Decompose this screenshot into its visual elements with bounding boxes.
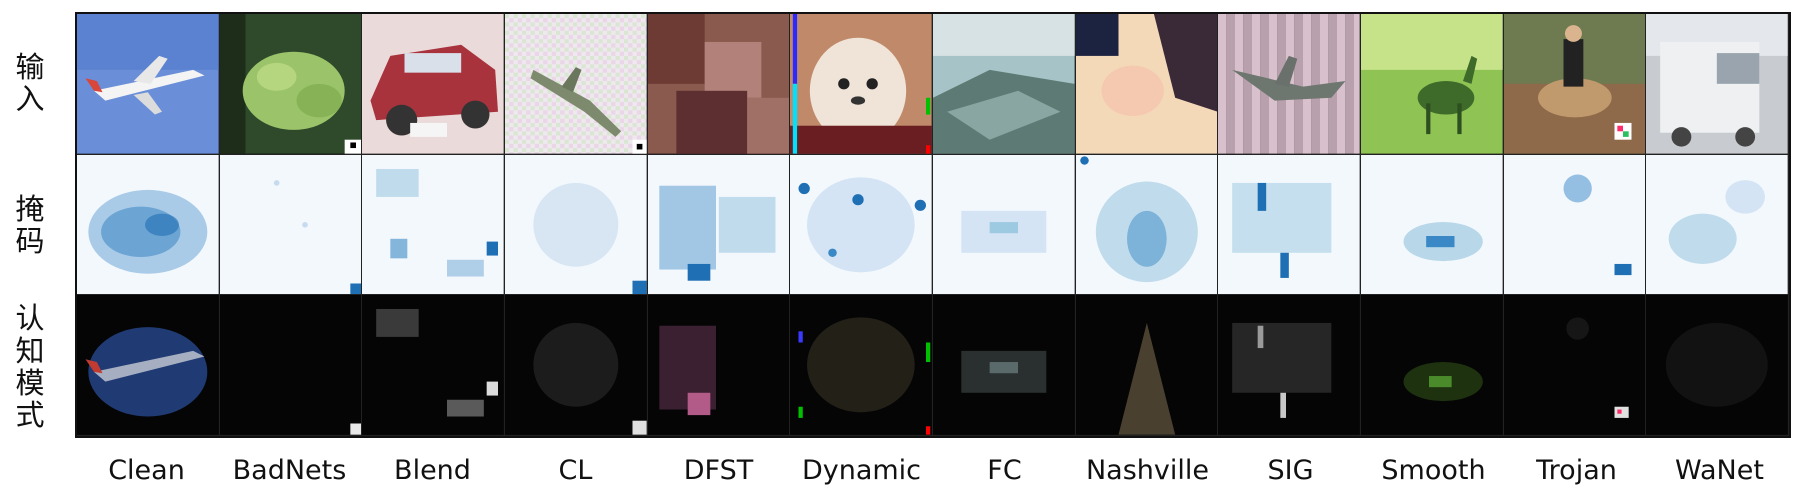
- col-label-clean: Clean: [108, 455, 185, 486]
- mask-fc: [933, 154, 1076, 296]
- row-label-cognitive-pattern: 认知模式: [8, 296, 52, 438]
- col-label-dfst: DFST: [683, 455, 754, 486]
- row-label-char: 模: [15, 366, 45, 400]
- col-label-trojan: Trojan: [1536, 455, 1617, 486]
- row-label-char: 输: [15, 49, 45, 84]
- column-labels: Clean BadNets Blend CL DFST Dynamic FC N…: [75, 455, 1791, 495]
- input-sig: [1218, 14, 1361, 155]
- cognitive-sig: [1218, 295, 1361, 436]
- row-label-char: 入: [15, 82, 45, 116]
- input-blend: [362, 14, 505, 155]
- input-clean: [77, 14, 220, 155]
- input-trojan: [1503, 14, 1647, 155]
- input-nashville: [1075, 14, 1219, 155]
- col-label-nashville: Nashville: [1085, 455, 1210, 486]
- input-smooth: [1361, 14, 1504, 155]
- input-dynamic: [790, 14, 933, 155]
- cognitive-fc: [933, 295, 1076, 436]
- cognitive-blend: [362, 295, 505, 436]
- row-label-mask: 掩码: [8, 154, 52, 296]
- row-label-char: 码: [15, 224, 45, 258]
- mask-trojan: [1503, 154, 1647, 296]
- input-fc: [933, 14, 1076, 155]
- col-label-blend: Blend: [394, 455, 471, 486]
- cognitive-dynamic: [790, 295, 933, 436]
- mask-badnets: [219, 154, 363, 296]
- cognitive-badnets: [219, 295, 363, 436]
- input-cl: [505, 14, 648, 155]
- col-label-smooth: Smooth: [1381, 455, 1486, 486]
- mask-cl: [505, 154, 648, 296]
- input-wanet: [1646, 14, 1789, 155]
- cognitive-smooth: [1361, 295, 1504, 436]
- col-label-wanet: WaNet: [1675, 455, 1764, 486]
- mask-sig: [1218, 154, 1361, 296]
- mask-dfst: [647, 154, 791, 296]
- mask-nashville: [1075, 154, 1219, 296]
- cognitive-dfst: [647, 295, 791, 436]
- row-label-input: 输入: [8, 12, 52, 154]
- cognitive-cl: [505, 295, 648, 436]
- input-dfst: [647, 14, 791, 155]
- row-label-char: 认: [15, 301, 45, 336]
- col-label-sig: SIG: [1267, 455, 1314, 486]
- image-grid: [75, 12, 1791, 438]
- input-badnets: [219, 14, 363, 155]
- row-label-char: 知: [15, 333, 45, 368]
- mask-dynamic: [790, 154, 933, 296]
- mask-smooth: [1361, 154, 1504, 296]
- mask-blend: [362, 154, 505, 296]
- row-label-char: 掩: [15, 191, 45, 226]
- col-label-fc: FC: [987, 455, 1022, 486]
- col-label-badnets: BadNets: [232, 455, 347, 486]
- col-label-cl: CL: [558, 455, 593, 486]
- cognitive-clean: [77, 295, 220, 436]
- mask-wanet: [1646, 154, 1789, 296]
- cognitive-nashville: [1075, 295, 1219, 436]
- row-label-char: 式: [15, 398, 45, 433]
- cognitive-trojan: [1503, 295, 1647, 436]
- cognitive-wanet: [1646, 295, 1789, 436]
- mask-clean: [77, 154, 220, 296]
- col-label-dynamic: Dynamic: [801, 455, 922, 486]
